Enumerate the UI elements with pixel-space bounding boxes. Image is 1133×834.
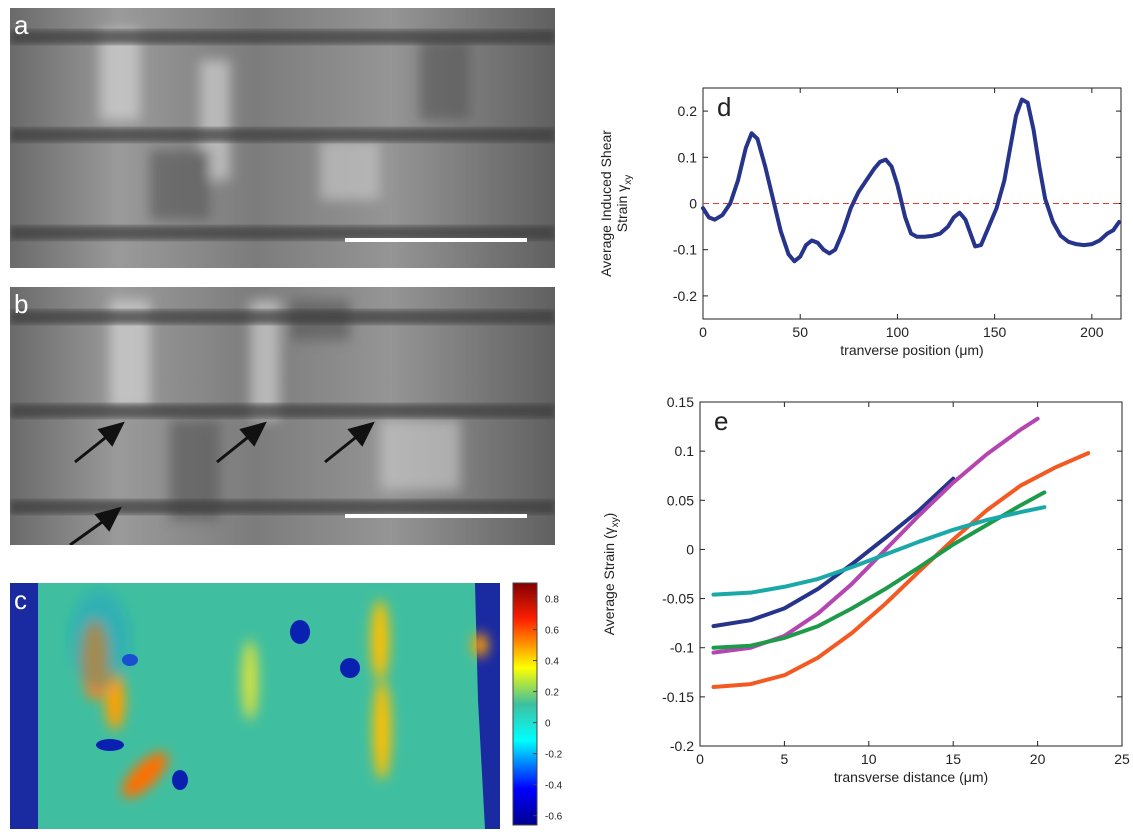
micrograph-b [10, 287, 555, 545]
y-tick-label: -0.1 [673, 242, 697, 258]
x-axis-label: tranverse position (μm) [840, 342, 983, 358]
y-tick-label: 0 [686, 541, 694, 557]
x-tick-label: 200 [1080, 324, 1104, 340]
x-tick-label: 0 [699, 324, 707, 340]
data-line [711, 490, 1047, 650]
y-tick-label: 0.05 [667, 492, 694, 508]
colorbar-tick-label: -0.4 [545, 781, 563, 792]
y-axis-label-part: ) [601, 513, 617, 518]
panel-label: a [14, 10, 29, 40]
y-tick-label: -0.2 [670, 738, 694, 754]
y-tick-label: 0.1 [678, 149, 698, 165]
y-tick-label: 0.2 [678, 103, 698, 119]
y-axis-label-part: Strain γ [614, 185, 630, 232]
colorbar-tick-label: 0.6 [545, 626, 559, 637]
y-tick-label: -0.2 [673, 288, 697, 304]
colorbar-tick-label: 0 [545, 719, 551, 730]
y-tick-label: 0 [689, 196, 697, 212]
x-axis-label: transverse distance (μm) [834, 769, 988, 785]
panel-label: b [14, 289, 28, 319]
data-line [711, 476, 956, 629]
y-tick-label: -0.1 [670, 640, 694, 656]
x-tick-label: 5 [781, 751, 789, 767]
y-axis-label: Average Strain (γxy) [601, 513, 621, 636]
x-tick-label: 0 [696, 751, 704, 767]
data-line [701, 97, 1122, 264]
x-tick-label: 150 [983, 324, 1007, 340]
colorbar-tick-label: 0.8 [545, 595, 559, 606]
x-tick-label: 25 [1114, 751, 1130, 767]
x-tick-label: 10 [861, 751, 877, 767]
y-axis-label-sub: xy [623, 175, 634, 185]
x-tick-label: 15 [945, 751, 961, 767]
plot-frame [699, 401, 1123, 747]
x-tick-label: 50 [792, 324, 808, 340]
colorbar-tick-label: -0.2 [545, 750, 563, 761]
y-tick-label: -0.05 [662, 591, 694, 607]
colorbar-tick-label: 0.2 [545, 688, 559, 699]
y-axis-label: Strain γxy [614, 175, 634, 232]
strain-map [10, 583, 500, 829]
x-tick-label: 100 [886, 324, 910, 340]
data-line [711, 451, 1091, 690]
y-tick-label: 0.15 [667, 394, 694, 410]
colorbar-tick-label: -0.6 [545, 812, 563, 823]
y-axis-label-sub: xy [610, 517, 621, 527]
y-tick-label: 0.1 [675, 443, 695, 459]
colorbar-tick-label: 0.4 [545, 657, 559, 668]
data-line [711, 505, 1047, 597]
colorbar [512, 582, 538, 826]
x-tick-label: 20 [1030, 751, 1046, 767]
panel-label: d [717, 92, 731, 122]
micrograph-a [10, 8, 555, 268]
y-axis-label: Average Induced Shear [598, 130, 614, 277]
panel-label: e [714, 406, 728, 436]
y-tick-label: -0.15 [662, 689, 694, 705]
panel-label: c [14, 585, 27, 615]
y-axis-label-part: Average Strain (γ [601, 527, 617, 635]
